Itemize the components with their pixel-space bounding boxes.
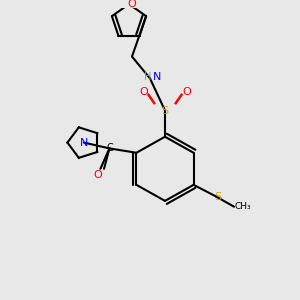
Text: S: S xyxy=(161,106,169,116)
Text: O: O xyxy=(139,87,148,98)
Text: H: H xyxy=(144,72,151,82)
Text: O: O xyxy=(128,0,136,9)
Text: N: N xyxy=(152,72,161,82)
Text: C: C xyxy=(106,143,113,153)
Text: O: O xyxy=(182,87,191,98)
Text: O: O xyxy=(93,169,102,180)
Text: CH₃: CH₃ xyxy=(235,202,251,211)
Text: S: S xyxy=(214,191,221,202)
Text: N: N xyxy=(80,138,88,148)
